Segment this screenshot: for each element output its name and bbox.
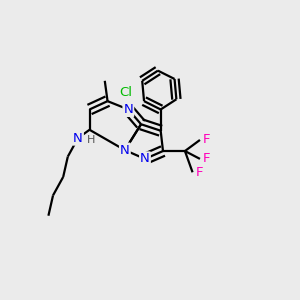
Text: F: F: [203, 134, 210, 146]
Text: F: F: [195, 166, 203, 179]
Text: F: F: [203, 152, 210, 165]
Text: N: N: [120, 144, 130, 157]
Text: N: N: [140, 152, 150, 165]
Text: N: N: [73, 132, 83, 145]
Text: Cl: Cl: [119, 86, 132, 99]
Text: N: N: [124, 103, 133, 116]
Text: H: H: [87, 135, 95, 146]
